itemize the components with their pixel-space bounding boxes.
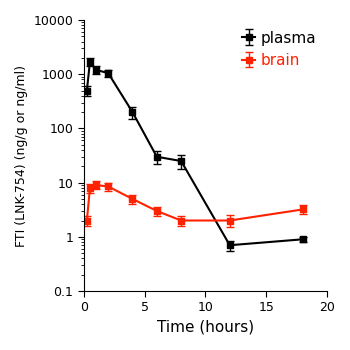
Legend: plasma, brain: plasma, brain [239,28,320,71]
Y-axis label: FTI (LNK-754) (ng/g or ng/ml): FTI (LNK-754) (ng/g or ng/ml) [15,64,28,246]
X-axis label: Time (hours): Time (hours) [157,320,254,335]
